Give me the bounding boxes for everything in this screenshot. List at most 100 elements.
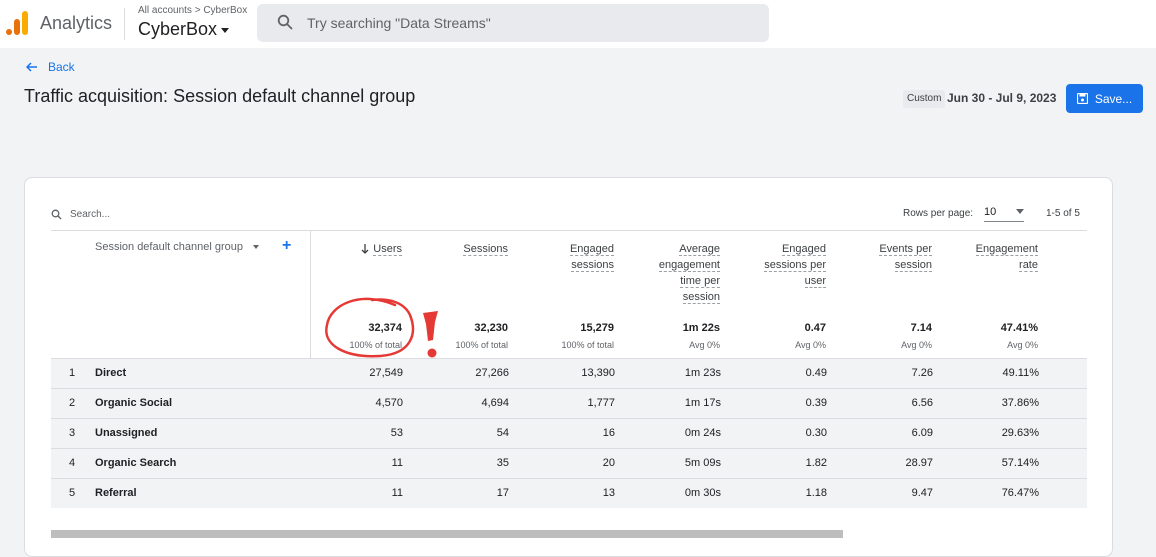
dimension-header-label: Session default channel group: [95, 241, 243, 253]
channel-name: Direct: [95, 367, 127, 379]
metric-header-sessions[interactable]: Sessions: [418, 241, 508, 257]
metric-cell: 28.97: [905, 457, 933, 469]
channel-name: Organic Social: [95, 397, 173, 409]
row-index: 4: [69, 457, 76, 469]
save-icon: [1076, 93, 1088, 104]
channel-name: Organic Search: [95, 457, 177, 469]
app-name: Analytics: [40, 13, 113, 33]
chevron-down-icon: [253, 245, 259, 249]
metric-cell: 54: [496, 427, 509, 439]
metric-cell: 17: [496, 487, 509, 499]
dimension-header[interactable]: Session default channel group: [95, 241, 259, 253]
channel-name: Referral: [95, 487, 137, 499]
metric-cell: 20: [602, 457, 615, 469]
save-button[interactable]: Save...: [1066, 84, 1143, 113]
metric-cell: 4,694: [481, 397, 509, 409]
row-index: 3: [69, 427, 76, 439]
date-range[interactable]: Jun 30 - Jul 9, 2023: [947, 91, 1057, 105]
rows-per-page-label: Rows per page:: [903, 208, 974, 219]
metric-label: Events per session: [879, 243, 932, 272]
metric-total: 47.41% Avg 0%: [1000, 322, 1038, 350]
metric-cell: 1m 17s: [684, 397, 721, 409]
metric-total: 32,374 100% of total: [349, 322, 402, 350]
metric-label: Engaged sessions: [569, 243, 614, 272]
metric-cell: 53: [390, 427, 403, 439]
save-label: Save...: [1094, 91, 1133, 106]
metric-cell: 0m 24s: [684, 427, 721, 439]
search-icon: [277, 14, 293, 30]
global-search[interactable]: [257, 4, 769, 42]
search-icon: [51, 209, 62, 220]
metric-header-engagement-rate[interactable]: Engagement rate: [968, 241, 1038, 273]
metric-cell: 0m 30s: [684, 487, 721, 499]
report-table-card: Rows per page: 10 1-5 of 5 Session defau…: [24, 177, 1113, 557]
table-row[interactable]: 1 Direct 27,549 27,266 13,390 1m 23s 0.49 7.26 4…: [51, 358, 1087, 388]
metric-cell: 29.63%: [1001, 427, 1039, 439]
metric-header-events-per-session[interactable]: Events per session: [872, 241, 932, 273]
divider: [51, 230, 1087, 231]
row-index: 5: [69, 487, 76, 499]
table-row[interactable]: 4 Organic Search 11 35 20 5m 09s 1.82 28.97 57.1…: [51, 448, 1087, 478]
chevron-down-icon: [1016, 209, 1024, 214]
metric-cell: 1.82: [805, 457, 827, 469]
sort-down-icon: [361, 244, 369, 255]
chevron-down-icon: [221, 27, 230, 33]
metric-label: Average engagement time per session: [658, 243, 720, 304]
metric-cell: 1m 23s: [684, 367, 721, 379]
table-row[interactable]: 2 Organic Social 4,570 4,694 1,777 1m 17s 0.39…: [51, 388, 1087, 418]
metric-total: 1m 22s Avg 0%: [682, 322, 720, 350]
metric-cell: 57.14%: [1001, 457, 1039, 469]
metric-cell: 7.26: [911, 367, 933, 379]
table-search-input[interactable]: [70, 209, 270, 220]
horizontal-scrollbar[interactable]: [51, 530, 843, 538]
account-name: CyberBox: [138, 19, 218, 39]
metric-cell: 1,777: [587, 397, 615, 409]
account-breadcrumb[interactable]: All accounts > CyberBox: [138, 5, 248, 16]
row-index: 1: [69, 367, 76, 379]
metric-cell: 0.49: [805, 367, 827, 379]
table-search[interactable]: [51, 209, 270, 220]
table-row[interactable]: 5 Referral 11 17 13 0m 30s 1.18 9.47 76.47%: [51, 478, 1087, 508]
metric-cell: 27,549: [369, 367, 403, 379]
metric-header-engaged-sessions-per-user[interactable]: Engaged sessions per user: [750, 241, 826, 289]
metric-total: 7.14 Avg 0%: [901, 322, 932, 350]
add-dimension-icon[interactable]: +: [282, 237, 292, 254]
rows-per-page-value: 10: [984, 206, 997, 218]
back-link[interactable]: Back: [26, 60, 75, 74]
row-index: 2: [69, 397, 76, 409]
analytics-logo-icon[interactable]: [6, 11, 28, 37]
metric-label: Engagement rate: [975, 243, 1038, 272]
metric-cell: 11: [391, 457, 403, 469]
metric-cell: 4,570: [375, 397, 403, 409]
metric-total: 32,230 100% of total: [455, 322, 508, 350]
metric-header-avg-engagement-time[interactable]: Average engagement time per session: [650, 241, 720, 305]
metric-cell: 1.18: [805, 487, 827, 499]
account-selector[interactable]: CyberBox: [138, 19, 230, 40]
metric-label: Engaged sessions per user: [764, 243, 826, 288]
metric-header-users[interactable]: Users: [312, 241, 402, 257]
search-input[interactable]: [307, 13, 747, 33]
metric-label: Sessions: [463, 243, 508, 256]
table-row[interactable]: 3 Unassigned 53 54 16 0m 24s 0.30 6.09 29.63%: [51, 418, 1087, 448]
rows-per-page-select[interactable]: 10: [984, 204, 1024, 222]
metric-total: 15,279 100% of total: [561, 322, 614, 350]
metric-cell: 6.56: [911, 397, 933, 409]
metric-cell: 49.11%: [1002, 367, 1040, 379]
metric-cell: 16: [602, 427, 615, 439]
metric-cell: 13: [602, 487, 615, 499]
metric-header-engaged-sessions[interactable]: Engaged sessions: [558, 241, 614, 273]
metric-label: Users: [373, 243, 402, 256]
metric-cell: 5m 09s: [684, 457, 721, 469]
page-title: Traffic acquisition: Session default cha…: [24, 86, 416, 106]
metric-cell: 27,266: [475, 367, 509, 379]
date-range-chip[interactable]: Custom: [903, 90, 946, 108]
metric-cell: 13,390: [581, 367, 615, 379]
metric-cell: 0.39: [805, 397, 827, 409]
metric-cell: 9.47: [911, 487, 933, 499]
pagination-range: 1-5 of 5: [1046, 208, 1080, 219]
metric-cell: 76.47%: [1001, 487, 1039, 499]
channel-name: Unassigned: [95, 427, 158, 439]
metric-cell: 37.86%: [1001, 397, 1039, 409]
metric-total: 0.47 Avg 0%: [795, 322, 826, 350]
back-label: Back: [48, 60, 75, 74]
